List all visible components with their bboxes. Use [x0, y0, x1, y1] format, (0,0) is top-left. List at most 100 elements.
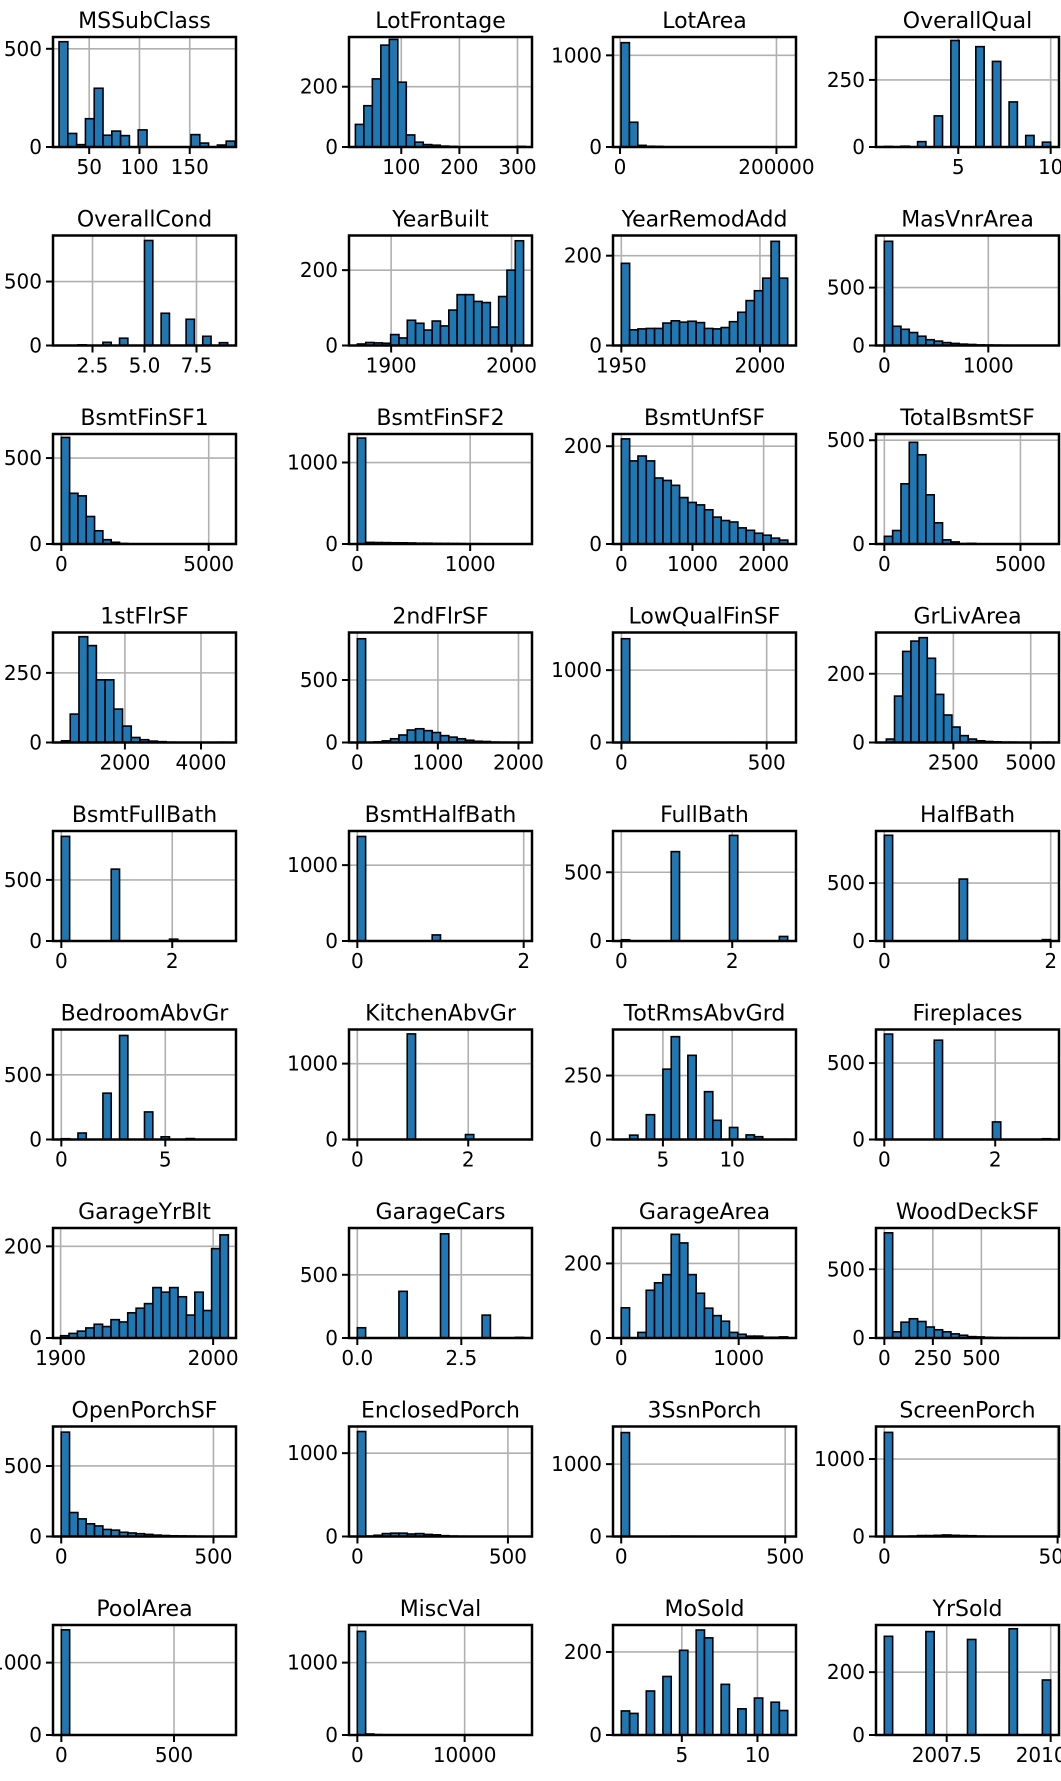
histogram-bar — [958, 878, 969, 942]
x-tick-label: 10 — [720, 1148, 745, 1172]
histogram-bar — [118, 1034, 129, 1141]
subplot-title: BsmtUnfSF — [644, 406, 765, 431]
y-tick-label: 250 — [4, 661, 42, 685]
y-tick-label: 0 — [852, 532, 865, 556]
x-tick-label: 0 — [878, 552, 891, 576]
histogram-bar — [645, 1690, 656, 1736]
histogram-bar — [201, 335, 212, 347]
histogram-bar — [363, 104, 374, 148]
y-tick-label: 0 — [29, 1723, 42, 1747]
histogram-bar — [194, 1291, 205, 1339]
histogram-bar — [67, 132, 78, 148]
subplot-YearBuilt: YearBuilt 1900 2000 0 200 — [300, 208, 537, 378]
histogram-bar — [950, 39, 960, 148]
subplot-title: EnclosedPorch — [361, 1399, 520, 1424]
y-tick-label: 200 — [564, 434, 602, 458]
subplot-KitchenAbvGr: KitchenAbvGr 0 2 0 1000 — [287, 1002, 534, 1172]
histogram-bar — [396, 81, 408, 148]
subplot-title: ScreenPorch — [899, 1399, 1035, 1424]
subplot-MoSold: MoSold 5 10 0 200 — [564, 1597, 798, 1767]
y-tick-label: 200 — [4, 1234, 42, 1258]
plot-frame — [51, 1425, 238, 1538]
histogram-bar — [883, 1431, 894, 1538]
y-tick-label: 500 — [827, 428, 865, 452]
histogram-bar — [620, 438, 631, 545]
y-tick-label: 0 — [589, 929, 602, 953]
subplot-BsmtFullBath: BsmtFullBath 0 2 0 500 — [4, 803, 238, 973]
y-tick-label: 1000 — [551, 1452, 602, 1476]
histogram-bar — [908, 1317, 919, 1339]
y-tick-label: 0 — [29, 1128, 42, 1152]
histogram-bar — [728, 834, 739, 942]
histogram-bar — [497, 295, 508, 347]
histogram-bar — [720, 1320, 731, 1339]
histogram-bar — [456, 293, 467, 347]
subplot-title: OpenPorchSF — [72, 1399, 218, 1424]
y-tick-label: 500 — [4, 446, 42, 470]
x-tick-label: 2 — [989, 1148, 1002, 1172]
y-tick-label: 0 — [325, 135, 338, 159]
histogram-bar — [77, 495, 88, 545]
plot-frame — [347, 234, 534, 347]
histogram-bar — [113, 708, 124, 744]
histogram-bar — [1024, 134, 1035, 148]
y-tick-label: 1000 — [551, 658, 602, 682]
histogram-bar — [356, 1326, 367, 1339]
x-tick-label: 2000 — [738, 552, 789, 576]
plot-frame — [611, 35, 798, 149]
histogram-bar — [1041, 1679, 1052, 1736]
histogram-bar — [472, 300, 483, 347]
y-tick-label: 0 — [852, 1525, 865, 1549]
histogram-bar — [506, 269, 517, 347]
histogram-bar — [354, 123, 365, 148]
plot-frame — [347, 35, 534, 149]
histogram-bar — [514, 239, 525, 347]
y-tick-label: 500 — [4, 1063, 42, 1087]
histogram-bar — [678, 496, 689, 545]
subplot-title: TotRmsAbvGrd — [623, 1002, 786, 1027]
subplot-title: TotalBsmtSF — [899, 406, 1035, 431]
y-tick-label: 200 — [300, 258, 338, 282]
histogram-bar — [356, 835, 367, 942]
histogram-bar — [620, 262, 631, 347]
x-tick-label: 1900 — [366, 354, 417, 378]
subplot-title: WoodDeckSF — [896, 1200, 1039, 1225]
plot-frame — [347, 432, 534, 546]
histogram-bar — [883, 240, 894, 347]
y-tick-label: 200 — [300, 75, 338, 99]
histogram-bar — [883, 1635, 894, 1736]
subplot-GrLivArea: GrLivArea 2500 5000 0 200 — [827, 605, 1061, 775]
subplot-OverallCond: OverallCond 2.5 5.0 7.5 0 500 — [4, 208, 238, 378]
subplot-LowQualFinSF: LowQualFinSF 0 500 0 1000 — [551, 605, 798, 775]
histogram-bar — [60, 1629, 71, 1736]
histogram-bar — [414, 727, 425, 744]
subplot-LotFrontage: LotFrontage 100 200 300 0 200 — [300, 9, 537, 179]
histogram-bar — [670, 1035, 681, 1141]
subplot-title: OverallCond — [77, 208, 212, 233]
subplot-BsmtFinSF1: BsmtFinSF1 0 5000 0 500 — [4, 406, 238, 576]
histogram-bar — [620, 1431, 631, 1538]
y-tick-label: 0 — [852, 929, 865, 953]
histogram-bar — [695, 1629, 706, 1736]
x-tick-label: 0 — [55, 949, 68, 973]
x-tick-label: 0 — [615, 1346, 628, 1370]
histogram-bar — [908, 441, 919, 545]
histogram-bar — [68, 492, 79, 545]
histogram-bar — [670, 850, 681, 942]
y-tick-label: 200 — [827, 662, 865, 686]
y-tick-label: 500 — [827, 1051, 865, 1075]
histogram-bar — [380, 44, 391, 148]
y-tick-label: 0 — [589, 334, 602, 358]
histogram-bar — [406, 319, 417, 347]
histogram-bar — [645, 327, 656, 347]
histogram-bar — [712, 1314, 722, 1339]
x-tick-label: 1000 — [445, 552, 496, 576]
histogram-bar — [670, 484, 681, 545]
x-tick-label: 5000 — [995, 552, 1046, 576]
plot-frame — [51, 1028, 238, 1141]
subplot-title: OverallQual — [903, 9, 1032, 34]
y-tick-label: 0 — [589, 731, 602, 755]
histogram-bar — [687, 320, 697, 347]
y-tick-label: 1000 — [287, 1441, 338, 1465]
histogram-bar — [653, 477, 664, 545]
